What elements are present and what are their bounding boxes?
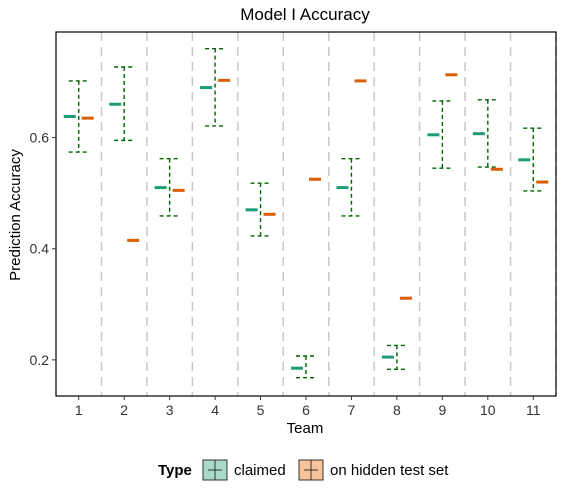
legend-label-hidden-test: on hidden test set	[330, 462, 449, 479]
errorbar-team-7	[341, 158, 362, 217]
errorbar-team-2	[114, 66, 135, 142]
legend-title: Type	[158, 462, 192, 479]
plot-panel-border	[55, 31, 557, 397]
x-axis: 1 2 3 4 5 6 7 8 9 10 11	[75, 396, 541, 418]
legend-key-claimed	[202, 459, 228, 481]
errorbar-team-6	[296, 355, 316, 379]
errorbar-team-10	[477, 99, 498, 168]
errorbar-team-3	[159, 158, 180, 217]
x-axis-title: Team	[287, 420, 324, 437]
errorbar-team-1	[68, 80, 89, 153]
y-tick-label-1: 0.4	[30, 241, 50, 257]
x-tick-label-9: 9	[438, 402, 446, 418]
errorbar-team-11	[523, 127, 544, 192]
x-tick-label-7: 7	[348, 402, 356, 418]
y-axis-title: Prediction Accuracy	[7, 149, 24, 281]
legend-key-hidden-test	[298, 459, 324, 481]
chart-title: Model I Accuracy	[240, 5, 370, 24]
x-tick-label-10: 10	[480, 402, 496, 418]
x-tick-label-5: 5	[257, 402, 265, 418]
team-separators	[100, 32, 557, 396]
y-tick-label-0: 0.2	[30, 352, 50, 368]
x-tick-label-11: 11	[526, 402, 541, 418]
x-tick-label-2: 2	[120, 402, 128, 418]
x-tick-label-6: 6	[302, 402, 310, 418]
x-tick-label-8: 8	[393, 402, 401, 418]
legend-label-claimed: claimed	[234, 462, 286, 479]
legend: Type claimed on hidden test set	[158, 459, 449, 481]
errorbar-team-5	[250, 182, 271, 237]
errorbar-team-9	[432, 100, 453, 169]
x-tick-label-3: 3	[166, 402, 174, 418]
y-tick-label-2: 0.6	[30, 130, 50, 146]
y-axis: 0.2 0.4 0.6	[30, 130, 56, 368]
errorbar-team-8	[386, 344, 407, 371]
x-tick-label-1: 1	[75, 402, 83, 418]
chart-marks	[63, 73, 549, 370]
errorbar-team-4	[205, 47, 226, 127]
x-tick-label-4: 4	[211, 402, 219, 418]
claimed-errorbars	[68, 47, 544, 379]
